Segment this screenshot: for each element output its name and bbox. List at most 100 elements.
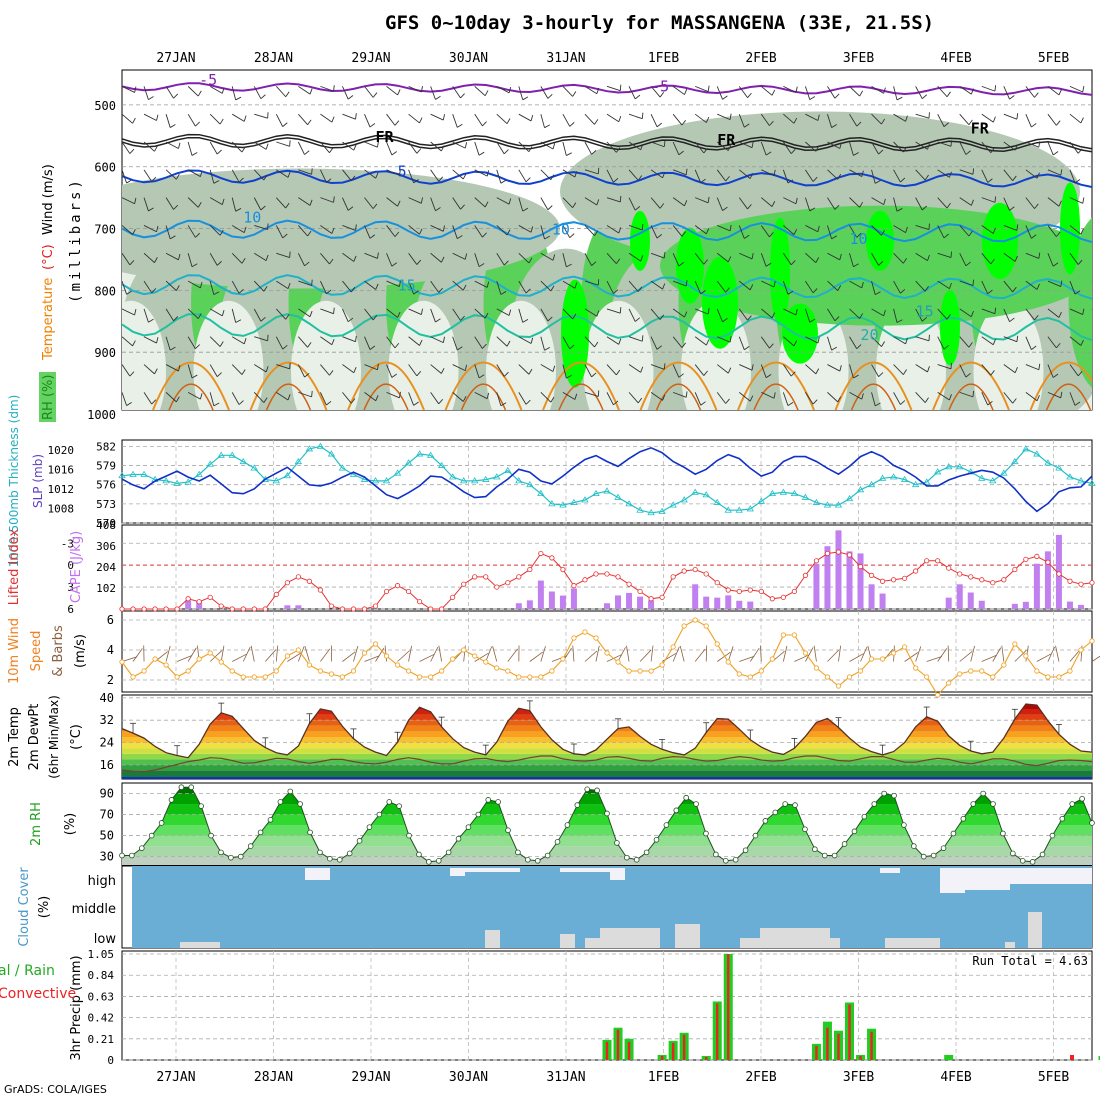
wind-barb bbox=[298, 225, 308, 237]
isotherm-5 bbox=[122, 169, 1092, 188]
lifted-index-line-point bbox=[670, 574, 676, 580]
wind-barb-flag bbox=[968, 230, 973, 237]
wind-barb-flag bbox=[861, 393, 864, 400]
thickness-line-point bbox=[922, 478, 931, 485]
wind-barb-flag bbox=[154, 368, 158, 375]
rh-point bbox=[435, 857, 442, 864]
wind-barb bbox=[187, 253, 193, 267]
wind-barb-flag bbox=[795, 86, 798, 93]
wind-barb-flag bbox=[747, 92, 752, 98]
wind-barb bbox=[849, 391, 862, 400]
surface-wind-barb bbox=[827, 649, 840, 662]
surface-wind-barb bbox=[672, 646, 680, 662]
wind-barb-flag bbox=[747, 204, 752, 210]
wind-barb-flag bbox=[834, 316, 840, 322]
wind-barb-flag bbox=[972, 279, 975, 286]
lifted-index-line-point bbox=[780, 594, 786, 600]
wind-barb-flag bbox=[834, 93, 840, 99]
wind-barb-flag bbox=[812, 288, 818, 294]
wind-barb-flag bbox=[457, 346, 463, 351]
wind-barb-flag bbox=[265, 143, 269, 150]
wind-barb-flag bbox=[199, 281, 203, 288]
wind-barb-flag bbox=[722, 206, 728, 211]
cape-bar bbox=[1033, 563, 1040, 609]
lifted-index-line-point bbox=[857, 564, 864, 570]
wind-barb bbox=[915, 364, 928, 373]
isotherm-freezing bbox=[122, 133, 1092, 150]
wind-barb-flag bbox=[353, 255, 357, 262]
wind-barb bbox=[364, 225, 371, 239]
top-date-label: 28JAN bbox=[254, 51, 293, 66]
lifted-index-line-point bbox=[582, 577, 588, 583]
wind-barb bbox=[606, 280, 614, 294]
wind-speed-line-point bbox=[560, 656, 566, 662]
wind-barb bbox=[430, 308, 436, 323]
top-date-label: 30JAN bbox=[449, 51, 488, 66]
wind-barb bbox=[320, 225, 333, 234]
wind-barb bbox=[1047, 253, 1054, 267]
wind-barb bbox=[827, 169, 839, 180]
wind-barb-flag bbox=[484, 312, 489, 319]
wind-barb bbox=[672, 280, 687, 287]
wind-barb-flag bbox=[943, 233, 949, 239]
wind-speed-line-point bbox=[890, 650, 897, 656]
wind-barb-flag bbox=[656, 345, 663, 350]
rh-blob-light bbox=[388, 300, 459, 410]
rh-point bbox=[287, 788, 294, 795]
wind-barb-flag bbox=[377, 363, 379, 370]
wind-barb-flag bbox=[331, 116, 335, 123]
wind-barb-flag bbox=[484, 90, 489, 96]
wind-barb-flag bbox=[399, 391, 401, 398]
wind-barb bbox=[849, 280, 862, 289]
lifted-index-line-point bbox=[935, 558, 941, 564]
cape-bar bbox=[548, 591, 555, 609]
wind-barb bbox=[408, 169, 415, 184]
wind-barb-flag bbox=[992, 227, 996, 234]
precip-conv-bar bbox=[660, 1055, 664, 1060]
rh-point bbox=[752, 832, 759, 839]
top-date-label: 29JAN bbox=[351, 51, 390, 66]
wind-barb-flag bbox=[725, 287, 730, 293]
wind-barb bbox=[694, 392, 702, 406]
rh-band bbox=[122, 814, 1092, 826]
wind-barb-flag bbox=[618, 115, 622, 122]
wind-barb bbox=[254, 141, 267, 150]
wind-speed-line-point bbox=[1089, 638, 1095, 644]
wind-barb bbox=[805, 141, 817, 152]
rh-point bbox=[574, 802, 581, 808]
wind-barb-flag bbox=[522, 96, 529, 101]
rh-point bbox=[445, 849, 452, 856]
rh-point bbox=[693, 801, 699, 807]
cape-bar bbox=[1077, 604, 1084, 609]
wind-barb bbox=[584, 197, 598, 206]
wind-barb bbox=[827, 308, 836, 322]
wind-barb-flag bbox=[703, 148, 708, 154]
wind-barb-flag bbox=[462, 395, 467, 402]
wind-barb bbox=[298, 197, 311, 206]
wind-barb-flag bbox=[375, 283, 379, 290]
surface-wind-barb bbox=[209, 650, 223, 662]
wind-barb bbox=[650, 280, 663, 290]
wind-barb-flag bbox=[727, 256, 732, 263]
wind-barb-flag bbox=[943, 122, 949, 127]
thickness-line-point bbox=[614, 493, 622, 500]
wind-barb bbox=[165, 225, 171, 239]
wind-speed-line-point bbox=[571, 635, 577, 641]
surface-wind-barb bbox=[749, 647, 760, 662]
wind-barb bbox=[364, 252, 378, 259]
wind-barb bbox=[452, 308, 461, 321]
surface-wind-barb bbox=[805, 647, 814, 662]
wind-barb bbox=[893, 169, 901, 183]
wind-barb-flag bbox=[478, 263, 485, 267]
wind-barb-flag bbox=[700, 401, 706, 406]
wind-barb-flag bbox=[970, 310, 974, 317]
wind-barb bbox=[254, 252, 267, 262]
cape-bar bbox=[570, 588, 577, 609]
wind-barb-flag bbox=[525, 177, 531, 183]
wind-speed-line-point bbox=[604, 650, 610, 656]
wind-barb bbox=[738, 336, 745, 350]
wind-barb bbox=[672, 169, 687, 176]
wind-barb bbox=[320, 85, 334, 92]
wind-barb-flag bbox=[793, 340, 798, 347]
isotherm-25 bbox=[639, 361, 718, 410]
